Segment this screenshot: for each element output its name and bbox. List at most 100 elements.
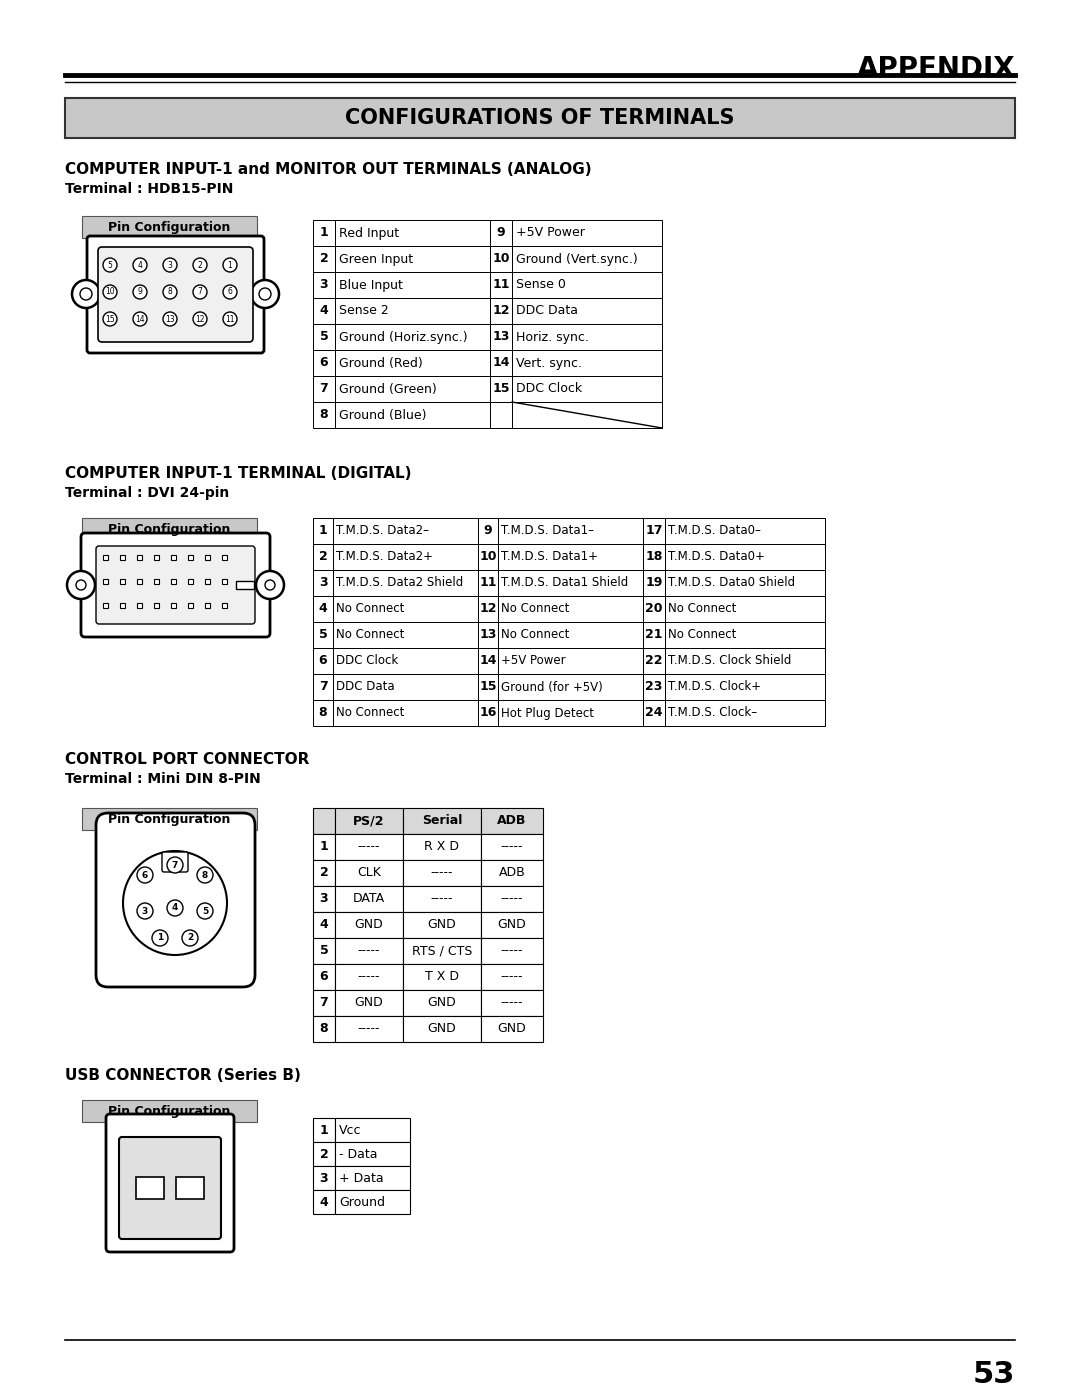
Bar bbox=[403, 964, 481, 990]
Bar bbox=[490, 324, 512, 351]
Text: 3: 3 bbox=[320, 278, 328, 292]
Text: -----: ----- bbox=[501, 971, 523, 983]
Text: Red Input: Red Input bbox=[339, 226, 400, 239]
Circle shape bbox=[197, 902, 213, 919]
Text: R X D: R X D bbox=[424, 841, 459, 854]
Bar bbox=[65, 98, 1015, 138]
Circle shape bbox=[103, 258, 117, 272]
Bar bbox=[333, 597, 478, 622]
Bar bbox=[313, 912, 335, 937]
Bar bbox=[313, 861, 335, 886]
Bar bbox=[643, 673, 665, 700]
Text: Blue Input: Blue Input bbox=[339, 278, 403, 292]
Text: 12: 12 bbox=[195, 314, 205, 324]
Text: 3: 3 bbox=[141, 907, 148, 915]
Bar bbox=[82, 217, 257, 237]
Bar bbox=[481, 807, 543, 834]
Bar bbox=[313, 324, 335, 351]
Circle shape bbox=[72, 279, 100, 307]
Text: Ground (for +5V): Ground (for +5V) bbox=[501, 680, 603, 693]
Text: - Data: - Data bbox=[339, 1147, 378, 1161]
Text: CLK: CLK bbox=[357, 866, 381, 880]
Circle shape bbox=[133, 312, 147, 326]
Bar bbox=[313, 807, 335, 834]
Bar bbox=[481, 964, 543, 990]
Text: 3: 3 bbox=[319, 577, 327, 590]
Text: GND: GND bbox=[498, 1023, 526, 1035]
Text: 23: 23 bbox=[646, 680, 663, 693]
Text: DDC Data: DDC Data bbox=[516, 305, 578, 317]
Bar bbox=[665, 622, 825, 648]
Text: Horiz. sync.: Horiz. sync. bbox=[516, 331, 589, 344]
Bar bbox=[498, 700, 643, 726]
Text: APPENDIX: APPENDIX bbox=[856, 54, 1015, 82]
Text: USB CONNECTOR (Series B): USB CONNECTOR (Series B) bbox=[65, 1067, 301, 1083]
Text: GND: GND bbox=[428, 918, 457, 932]
Bar bbox=[333, 570, 478, 597]
Text: -----: ----- bbox=[431, 893, 454, 905]
Text: 11: 11 bbox=[492, 278, 510, 292]
Text: No Connect: No Connect bbox=[501, 629, 569, 641]
Circle shape bbox=[222, 285, 237, 299]
Bar bbox=[481, 834, 543, 861]
Text: 2: 2 bbox=[319, 550, 327, 563]
Bar bbox=[335, 886, 403, 912]
Text: 14: 14 bbox=[135, 314, 145, 324]
Text: Ground (Horiz.sync.): Ground (Horiz.sync.) bbox=[339, 331, 468, 344]
Text: 12: 12 bbox=[480, 602, 497, 616]
Bar bbox=[498, 648, 643, 673]
Bar bbox=[335, 298, 490, 324]
Circle shape bbox=[222, 258, 237, 272]
Bar bbox=[498, 543, 643, 570]
Text: GND: GND bbox=[498, 918, 526, 932]
Text: No Connect: No Connect bbox=[669, 602, 737, 616]
Bar bbox=[643, 518, 665, 543]
Bar bbox=[498, 622, 643, 648]
Bar bbox=[82, 807, 257, 830]
Bar bbox=[665, 673, 825, 700]
Text: ADB: ADB bbox=[497, 814, 527, 827]
Bar bbox=[204, 578, 210, 584]
Bar bbox=[103, 578, 108, 584]
FancyBboxPatch shape bbox=[81, 534, 270, 637]
Bar bbox=[221, 602, 227, 608]
Bar bbox=[237, 581, 254, 590]
Text: 7: 7 bbox=[320, 383, 328, 395]
Text: Ground (Red): Ground (Red) bbox=[339, 356, 422, 369]
Text: T.M.D.S. Clock–: T.M.D.S. Clock– bbox=[669, 707, 757, 719]
Text: 11: 11 bbox=[226, 314, 234, 324]
Text: 4: 4 bbox=[320, 305, 328, 317]
Bar bbox=[643, 648, 665, 673]
Text: 24: 24 bbox=[645, 707, 663, 719]
Text: 11: 11 bbox=[480, 577, 497, 590]
Bar bbox=[313, 964, 335, 990]
Text: T.M.D.S. Data0 Shield: T.M.D.S. Data0 Shield bbox=[669, 577, 795, 590]
Text: ADB: ADB bbox=[499, 866, 525, 880]
Bar bbox=[335, 402, 490, 427]
Bar bbox=[478, 543, 498, 570]
Text: GND: GND bbox=[354, 996, 383, 1010]
Bar bbox=[665, 570, 825, 597]
Bar bbox=[333, 700, 478, 726]
Text: 13: 13 bbox=[492, 331, 510, 344]
Circle shape bbox=[193, 285, 207, 299]
Bar bbox=[335, 1016, 403, 1042]
Text: T.M.D.S. Data2 Shield: T.M.D.S. Data2 Shield bbox=[336, 577, 463, 590]
Text: Pin Configuration: Pin Configuration bbox=[108, 522, 231, 535]
Text: 14: 14 bbox=[492, 356, 510, 369]
Bar bbox=[403, 1016, 481, 1042]
Text: 18: 18 bbox=[646, 550, 663, 563]
Bar bbox=[481, 937, 543, 964]
Text: Ground: Ground bbox=[339, 1196, 384, 1208]
Circle shape bbox=[163, 258, 177, 272]
Bar bbox=[512, 272, 662, 298]
Text: 4: 4 bbox=[319, 602, 327, 616]
Circle shape bbox=[103, 312, 117, 326]
Text: DDC Clock: DDC Clock bbox=[516, 383, 582, 395]
Text: T.M.D.S. Data2+: T.M.D.S. Data2+ bbox=[336, 550, 433, 563]
Bar bbox=[335, 376, 490, 402]
Bar bbox=[333, 673, 478, 700]
Text: DDC Clock: DDC Clock bbox=[336, 655, 399, 668]
Bar bbox=[313, 351, 335, 376]
Text: 1: 1 bbox=[320, 226, 328, 239]
